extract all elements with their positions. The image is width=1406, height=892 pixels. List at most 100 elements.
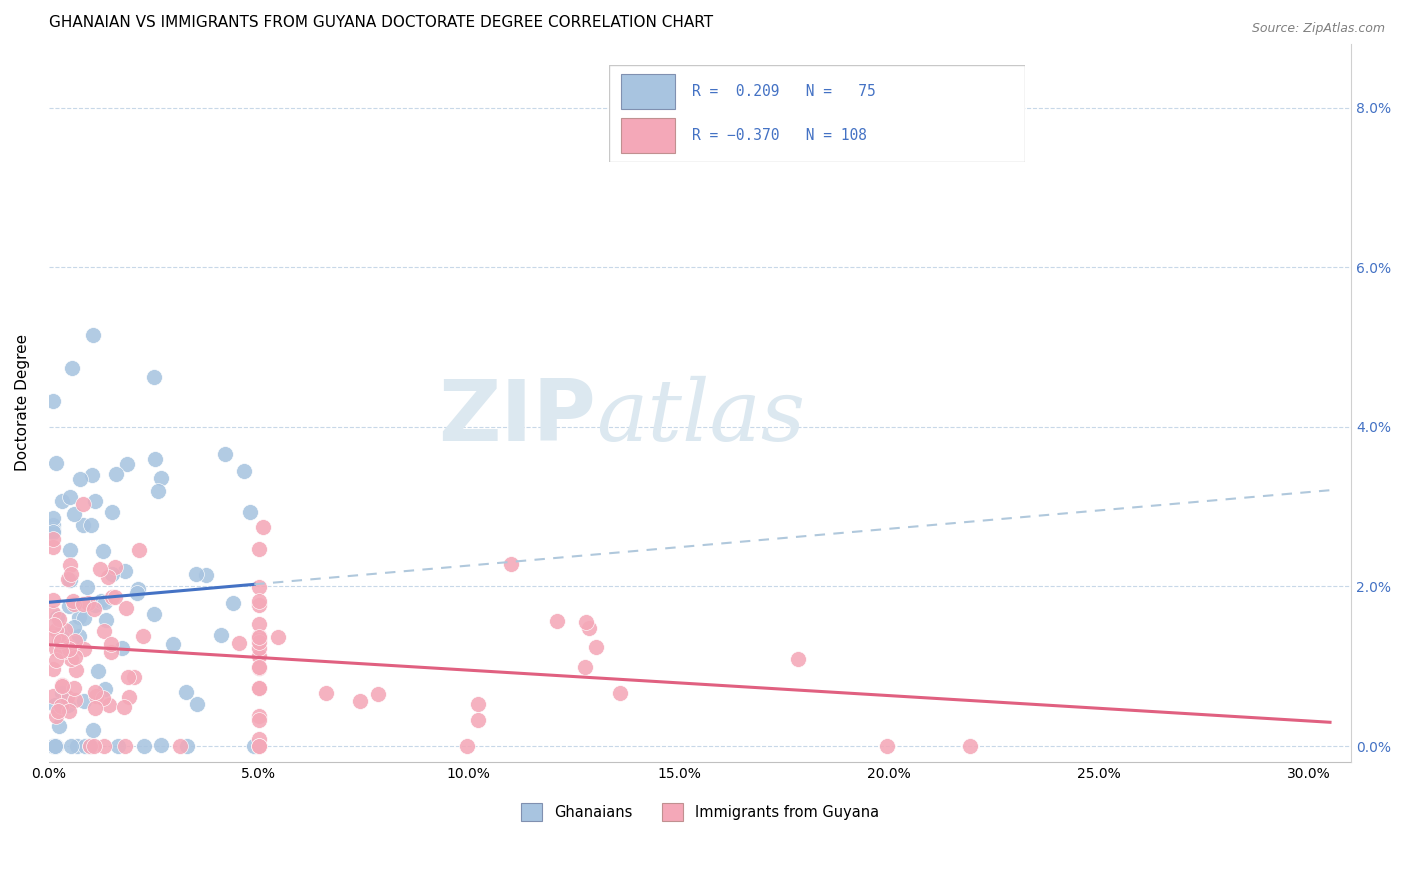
Point <box>118 690 141 704</box>
Point <box>42 631 65 645</box>
Point <box>97 569 120 583</box>
Point <box>79 739 101 753</box>
Point <box>42 689 65 703</box>
Point <box>58 698 80 713</box>
Point <box>546 614 568 628</box>
Point <box>186 697 208 711</box>
Point <box>73 739 96 753</box>
Point <box>117 670 139 684</box>
Point <box>247 631 270 645</box>
Point <box>82 328 104 343</box>
Point <box>91 544 114 558</box>
Point <box>247 660 270 674</box>
Point <box>46 609 69 624</box>
Point <box>247 739 270 753</box>
Point <box>60 739 83 753</box>
Point <box>65 663 87 677</box>
Point <box>127 585 149 599</box>
Point <box>67 610 90 624</box>
Point <box>59 573 82 587</box>
Point <box>65 649 87 664</box>
Text: GHANAIAN VS IMMIGRANTS FROM GUYANA DOCTORATE DEGREE CORRELATION CHART: GHANAIAN VS IMMIGRANTS FROM GUYANA DOCTO… <box>49 15 713 30</box>
Text: atlas: atlas <box>596 376 804 458</box>
Point <box>84 598 107 612</box>
Point <box>247 649 270 664</box>
Point <box>84 493 107 508</box>
Point <box>87 664 110 678</box>
Point <box>247 739 270 753</box>
Point <box>104 467 127 482</box>
Point <box>876 739 898 753</box>
Point <box>93 682 115 697</box>
Point <box>578 621 600 635</box>
Point <box>174 684 197 698</box>
Point <box>58 704 80 718</box>
Point <box>93 595 115 609</box>
Point <box>58 640 80 655</box>
Point <box>42 662 65 676</box>
Point <box>49 625 72 640</box>
Point <box>267 631 290 645</box>
Point <box>143 452 166 467</box>
Point <box>117 457 139 471</box>
Point <box>49 699 72 714</box>
Point <box>60 360 83 375</box>
Point <box>247 631 270 645</box>
Point <box>48 719 70 733</box>
Point <box>184 566 207 581</box>
Point <box>42 394 65 409</box>
Point <box>959 739 981 753</box>
Point <box>73 611 96 625</box>
Point <box>94 613 117 627</box>
Legend: Ghanaians, Immigrants from Guyana: Ghanaians, Immigrants from Guyana <box>515 797 886 827</box>
Point <box>42 739 65 753</box>
Point <box>609 686 631 700</box>
Point <box>67 630 90 644</box>
Point <box>104 560 127 574</box>
Point <box>127 582 149 596</box>
Point <box>162 637 184 651</box>
Point <box>367 687 389 701</box>
Point <box>111 640 134 655</box>
Point <box>42 525 65 540</box>
Point <box>252 520 274 534</box>
Point <box>214 447 236 461</box>
Point <box>53 623 76 637</box>
Point <box>467 713 489 727</box>
Point <box>101 566 124 581</box>
Point <box>93 624 115 638</box>
Point <box>73 694 96 708</box>
Point <box>42 518 65 533</box>
Point <box>51 686 73 700</box>
Point <box>89 562 111 576</box>
Point <box>49 634 72 648</box>
Point <box>79 739 101 753</box>
Point <box>247 629 270 643</box>
Point <box>209 628 232 642</box>
Point <box>467 697 489 711</box>
Point <box>142 607 165 621</box>
Point <box>45 642 67 657</box>
Point <box>72 518 94 533</box>
Point <box>63 634 86 648</box>
Point <box>66 739 89 753</box>
Point <box>228 636 250 650</box>
Point <box>63 597 86 611</box>
Point <box>132 739 155 753</box>
Point <box>58 572 80 586</box>
Point <box>128 542 150 557</box>
Point <box>122 670 145 684</box>
Point <box>60 652 83 666</box>
Point <box>51 679 73 693</box>
Point <box>45 624 67 638</box>
Point <box>80 518 103 533</box>
Point <box>100 505 122 519</box>
Point <box>83 602 105 616</box>
Point <box>45 739 67 753</box>
Point <box>169 739 191 753</box>
Point <box>62 594 84 608</box>
Point <box>60 566 83 581</box>
Point <box>243 739 266 753</box>
Point <box>73 642 96 657</box>
Point <box>45 653 67 667</box>
